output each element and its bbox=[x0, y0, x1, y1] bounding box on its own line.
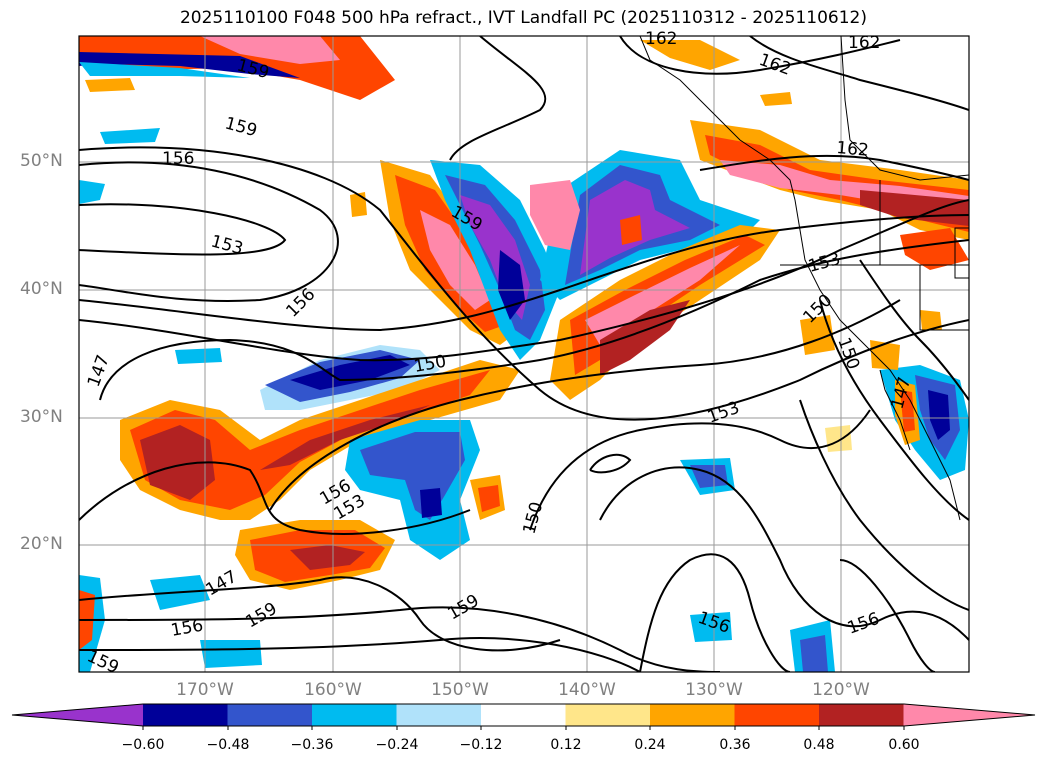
colorbar-segment bbox=[227, 704, 313, 726]
coastlines bbox=[639, 36, 969, 521]
colorbar-segment bbox=[143, 704, 228, 726]
colorbar-segment bbox=[481, 704, 566, 726]
colorbar-tick-label: −0.36 bbox=[290, 737, 334, 753]
contour-label: 162 bbox=[836, 138, 870, 161]
colorbar-segment bbox=[734, 704, 820, 726]
contour-label: 162 bbox=[645, 29, 677, 49]
chart-title: 2025110100 F048 500 hPa refract., IVT La… bbox=[179, 8, 867, 28]
colorbar-segment bbox=[903, 704, 1035, 726]
lon-label-120w: 120°W bbox=[812, 680, 870, 700]
colorbar-tick-label: 0.36 bbox=[719, 737, 751, 753]
lat-label-40n: 40°N bbox=[20, 279, 63, 299]
lat-label-50n: 50°N bbox=[20, 151, 63, 171]
colorbar-segment bbox=[819, 704, 904, 726]
contour-label: 156 bbox=[162, 149, 194, 169]
lon-label-140w: 140°W bbox=[558, 680, 616, 700]
colorbar-segment bbox=[312, 704, 397, 726]
colorbar-ticks bbox=[142, 726, 905, 730]
lon-label-130w: 130°W bbox=[685, 680, 743, 700]
colorbar-tick-label: −0.60 bbox=[121, 737, 165, 753]
colorbar-tick-label: 0.24 bbox=[634, 737, 666, 753]
colorbar-segments bbox=[12, 704, 1035, 726]
colorbar-segment bbox=[396, 704, 482, 726]
colorbar-tick-label: −0.24 bbox=[375, 737, 419, 753]
map-frame bbox=[78, 35, 970, 673]
contour-label: 162 bbox=[848, 33, 880, 53]
colorbar-tick-label: 0.12 bbox=[550, 737, 582, 753]
colorbar-tick-label: −0.12 bbox=[459, 737, 503, 753]
colorbar-segment bbox=[12, 704, 143, 726]
colorbar-tick-label: 0.60 bbox=[888, 737, 920, 753]
colorbar-segment bbox=[650, 704, 735, 726]
lon-label-170w: 170°W bbox=[176, 680, 234, 700]
colorbar-outline bbox=[11, 703, 1036, 727]
lon-label-160w: 160°W bbox=[304, 680, 362, 700]
height-contours bbox=[79, 36, 969, 672]
colorbar-segment bbox=[565, 704, 651, 726]
colorbar-tick-label: −0.48 bbox=[206, 737, 250, 753]
lat-label-30n: 30°N bbox=[20, 407, 63, 427]
colorbar-tick-label: 0.48 bbox=[803, 737, 835, 753]
lat-label-20n: 20°N bbox=[20, 534, 63, 554]
grid-lines bbox=[79, 36, 969, 672]
lon-label-150w: 150°W bbox=[431, 680, 489, 700]
